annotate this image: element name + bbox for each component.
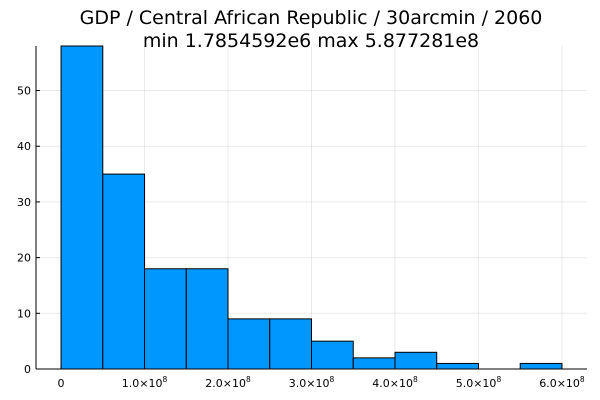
histogram-bar (311, 340, 354, 370)
y-tick-label: 10 (17, 307, 31, 320)
x-tick-label: 0 (58, 377, 65, 390)
y-tick-label: 30 (17, 196, 31, 209)
x-tick-label: 5.0×108 (456, 375, 502, 390)
y-tick-label: 0 (24, 363, 31, 376)
x-tick-label: 4.0×108 (372, 375, 418, 390)
x-tick-label: 6.0×108 (539, 375, 585, 390)
chart-title: GDP / Central African Republic / 30arcmi… (80, 7, 543, 29)
histogram-bar (144, 268, 187, 370)
histogram-bar (102, 173, 146, 370)
axes (35, 46, 587, 370)
x-tick-label: 1.0×108 (122, 375, 168, 390)
histogram-bar (436, 362, 479, 370)
bars (60, 45, 563, 370)
chart-subtitle: min 1.7854592e6 max 5.877281e8 (143, 30, 479, 52)
x-tick-label: 3.0×108 (289, 375, 335, 390)
histogram-bar (269, 318, 312, 370)
histogram-bar (394, 351, 438, 370)
y-tick-label: 20 (17, 252, 31, 265)
tick-labels: 0 1.0×108 2.0×108 3.0×108 4.0×108 5.0×108 6.0×… (17, 85, 585, 390)
y-tick-label: 40 (17, 140, 31, 153)
histogram-bar (519, 362, 563, 370)
histogram-bar (227, 318, 271, 370)
y-tick-label: 50 (17, 85, 31, 98)
histogram-bar (185, 268, 229, 370)
histogram-bar (352, 357, 396, 370)
histogram-bar (60, 45, 104, 370)
x-tick-label: 2.0×108 (205, 375, 251, 390)
